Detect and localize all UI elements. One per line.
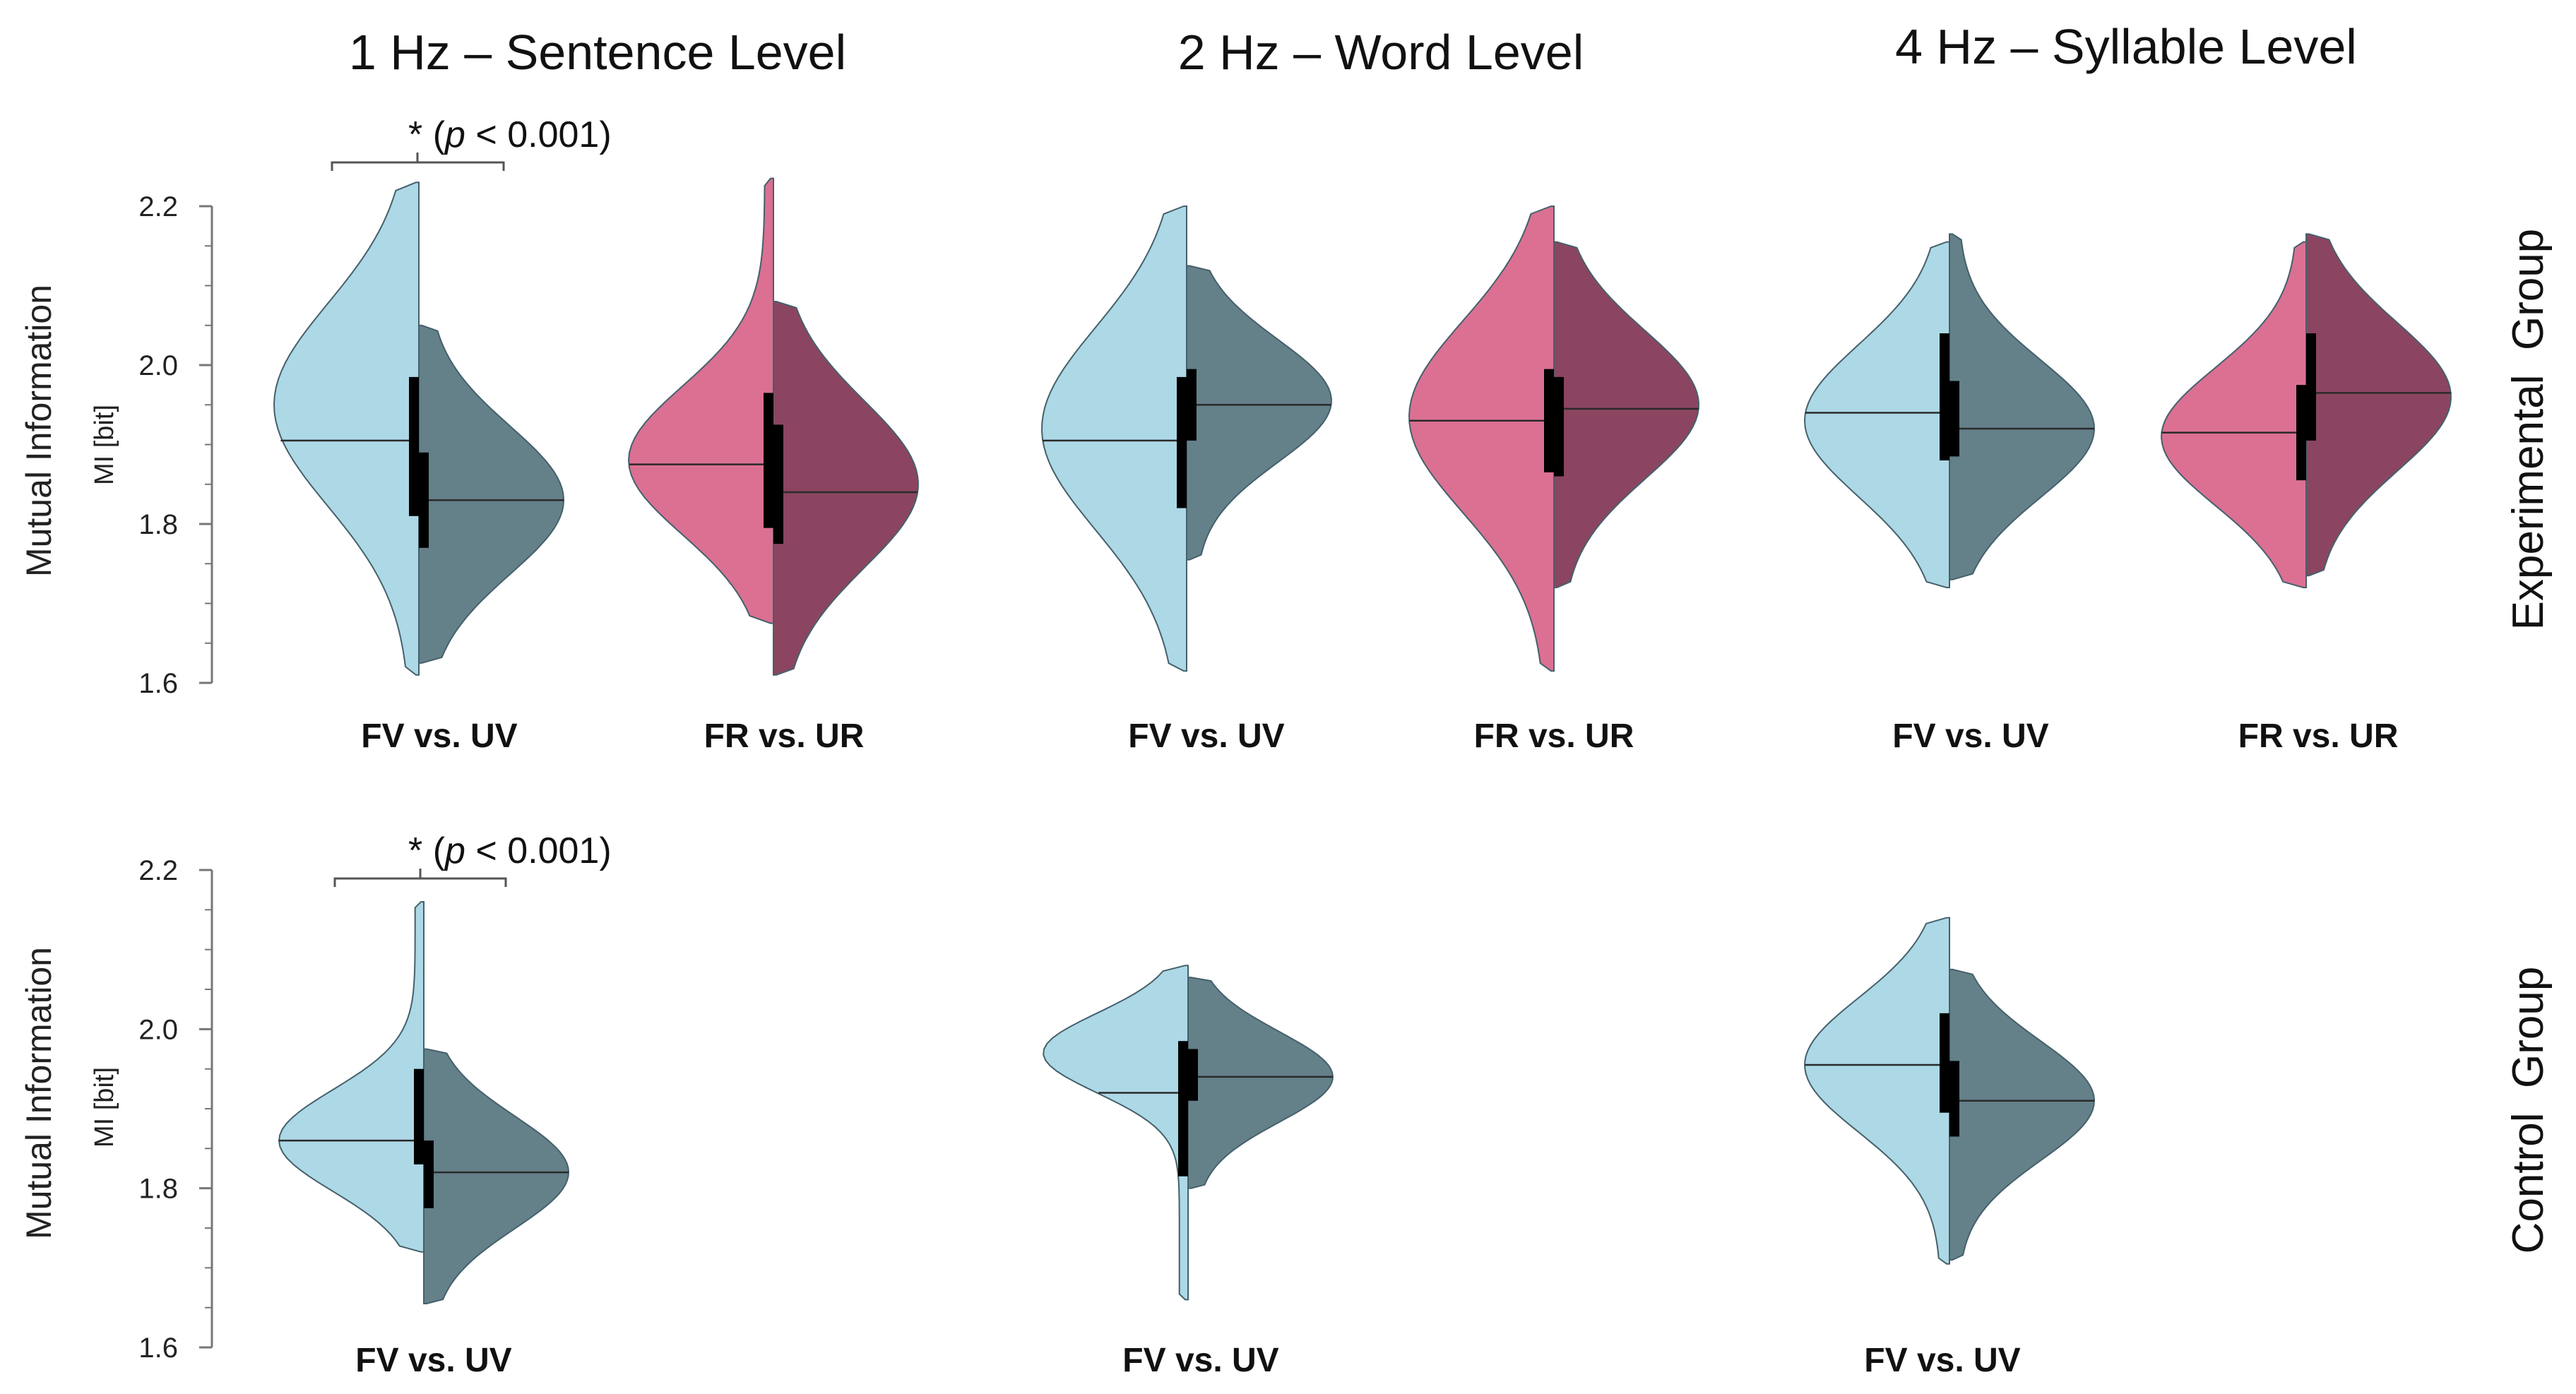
violin-half-fv [1803, 241, 1950, 588]
pair-label: FV vs. UV [1892, 717, 2048, 755]
violin-half-uv [1949, 233, 2096, 580]
y-tick-label: 1.6 [138, 1333, 178, 1364]
iqr-box-uv [1188, 1049, 1198, 1101]
pair-label: FV vs. UV [1122, 1342, 1278, 1379]
pair-label: FV vs. UV [1864, 1342, 2020, 1379]
violin-half-uv [1949, 968, 2096, 1261]
y-tick-label: 2.0 [138, 350, 178, 381]
pair-label: FR vs. UR [1474, 717, 1634, 755]
column-title-2hz: 2 Hz – Word Level [1178, 25, 1584, 80]
y-tick-label: 2.0 [138, 1014, 178, 1045]
significance-bracket-experimental [331, 153, 505, 171]
y-axes: 1.6 1.8 2.0 2.2 1.6 1.8 2.0 2.2 [138, 191, 213, 1364]
violin-half-uv [1187, 977, 1334, 1189]
violin-half-ur [773, 301, 919, 676]
violin-half-fv [1043, 965, 1189, 1301]
violin-half-fv [1040, 205, 1187, 672]
pair-label: FV vs. UV [355, 1342, 511, 1379]
iqr-box-fv [409, 376, 419, 516]
violin-half-uv [423, 1048, 570, 1305]
iqr-box-fv [1940, 333, 1949, 460]
iqr-box-fv [414, 1068, 424, 1164]
violin-half-fv [273, 181, 420, 676]
iqr-box-uv [1949, 381, 1959, 457]
pair-label: FV vs. UV [1128, 717, 1284, 755]
significance-label-control: * (p < 0.001) [408, 830, 612, 871]
violin-half-fv [278, 901, 425, 1253]
iqr-box-fv [1940, 1013, 1949, 1113]
iqr-box-uv [1949, 1061, 1959, 1137]
violin-half-fr [2160, 241, 2307, 588]
y-tick-label: 2.2 [138, 191, 178, 222]
iqr-box-fr [1544, 369, 1554, 472]
iqr-box-uv [424, 1140, 434, 1208]
iqr-box-ur [773, 424, 783, 544]
ylabel-inner-experimental: MI [bit] [90, 405, 119, 485]
row-label-control: Control Group [2504, 967, 2553, 1254]
ylabel-inner-control: MI [bit] [90, 1067, 119, 1148]
column-title-1hz: 1 Hz – Sentence Level [349, 25, 846, 80]
pair-label: FR vs. UR [2238, 717, 2399, 755]
violin-half-fr [627, 177, 774, 624]
violin-half-fv [1804, 917, 1950, 1265]
violins [273, 177, 2452, 1305]
significance-label-experimental: * (p < 0.001) [408, 114, 612, 155]
pair-label: FR vs. UR [704, 717, 865, 755]
row-label-experimental: Experimental Group [2504, 229, 2553, 631]
ylabel-outer-control: Mutual Information [19, 947, 59, 1239]
violin-half-ur [2305, 233, 2452, 577]
iqr-box-ur [1554, 376, 1564, 477]
column-title-4hz: 4 Hz – Syllable Level [1895, 19, 2357, 74]
violin-half-fr [1408, 205, 1555, 672]
iqr-box-uv [1187, 369, 1197, 441]
iqr-box-fv [1178, 1041, 1188, 1176]
iqr-box-fv [1177, 376, 1187, 508]
iqr-box-fr [764, 393, 773, 528]
y-tick-label: 1.6 [138, 668, 178, 699]
iqr-box-uv [419, 452, 429, 548]
pair-labels: FV vs. UV FR vs. UR FV vs. UV FR vs. UR FV v… [355, 717, 2398, 1379]
violin-half-ur [1553, 241, 1700, 588]
violin-half-uv [418, 324, 565, 664]
iqr-box-fr [2296, 385, 2306, 481]
ylabel-outer-experimental: Mutual Information [19, 285, 59, 577]
iqr-box-ur [2306, 333, 2316, 441]
pair-label: FV vs. UV [361, 717, 517, 755]
significance-bracket-control [333, 869, 507, 887]
violin-half-uv [1186, 265, 1332, 561]
y-tick-label: 1.8 [138, 1174, 178, 1205]
y-tick-label: 2.2 [138, 855, 178, 886]
y-tick-label: 1.8 [138, 509, 178, 540]
